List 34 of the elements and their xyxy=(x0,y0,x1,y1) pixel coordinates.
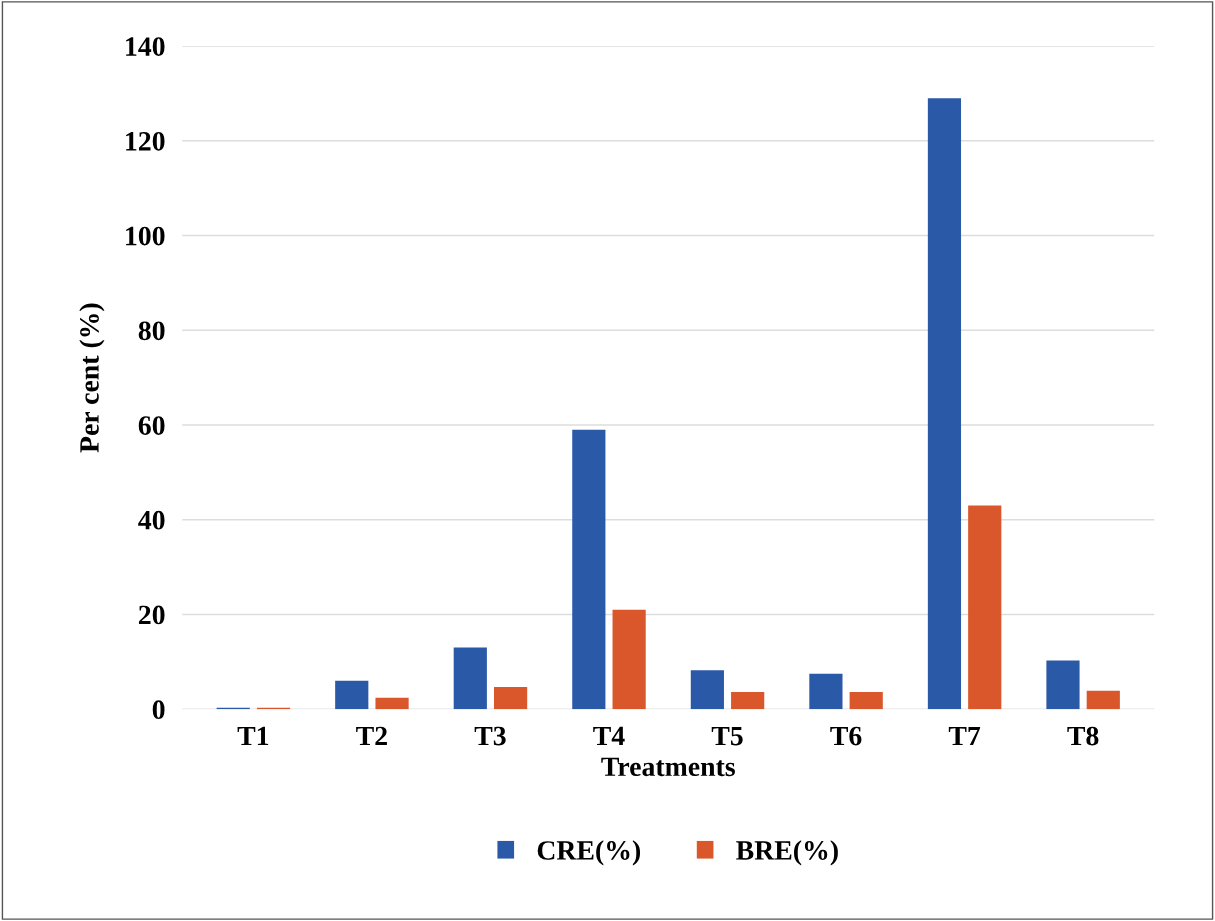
bar xyxy=(690,670,724,710)
x-tick-label: T4 xyxy=(593,726,625,746)
bar xyxy=(1086,690,1120,710)
y-tick-label: 40 xyxy=(138,510,165,530)
y-tick-label: 80 xyxy=(138,321,165,341)
x-tick-label: T6 xyxy=(830,726,862,746)
y-tick-label: 60 xyxy=(138,416,165,435)
bar xyxy=(612,609,646,710)
bar xyxy=(927,98,962,710)
y-tick-label: 120 xyxy=(126,131,165,151)
bar xyxy=(572,429,606,710)
x-tick-label: T1 xyxy=(237,726,269,746)
bar xyxy=(968,505,1002,710)
x-axis-title: Treatments xyxy=(601,757,735,777)
x-tick-label: T3 xyxy=(474,726,506,746)
legend-label: CRE(%) xyxy=(537,840,641,866)
y-tick-label: 20 xyxy=(138,605,165,625)
bar xyxy=(1046,660,1080,710)
bar xyxy=(375,697,409,710)
bar xyxy=(731,692,765,710)
bar xyxy=(849,692,883,710)
x-tick-label: T8 xyxy=(1067,726,1099,746)
y-tick-label: 100 xyxy=(126,226,165,246)
bar xyxy=(453,647,487,710)
legend-label: BRE(%) xyxy=(736,840,838,866)
bar xyxy=(494,686,528,710)
x-tick-label: T5 xyxy=(711,726,743,746)
bar xyxy=(335,680,369,710)
y-axis-title: Per cent (%) xyxy=(79,303,105,453)
x-tick-label: T7 xyxy=(948,726,981,746)
y-tick-label: 0 xyxy=(152,700,165,720)
y-tick-label: 140 xyxy=(126,37,165,56)
bar xyxy=(809,673,843,710)
x-tick-label: T2 xyxy=(356,726,387,746)
